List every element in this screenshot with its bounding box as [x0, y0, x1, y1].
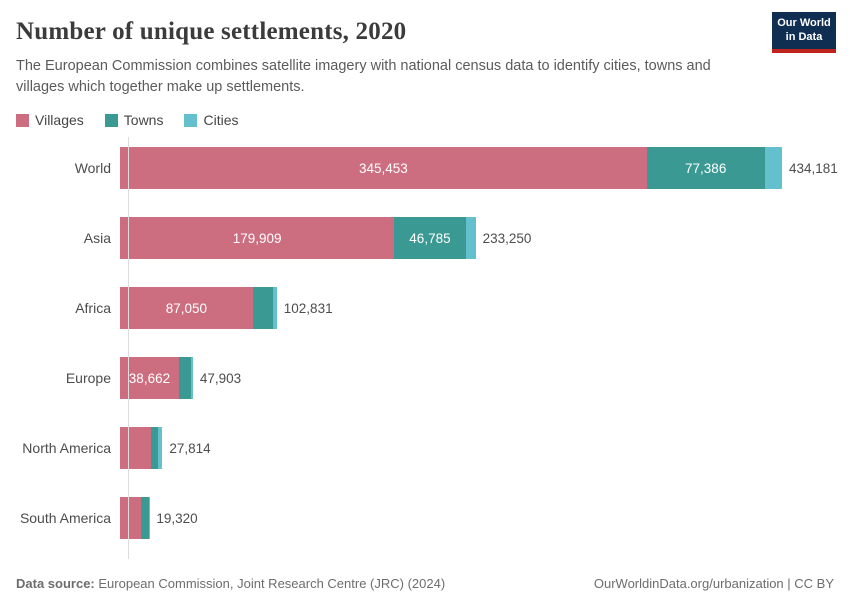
owid-logo-line2: in Data [785, 30, 823, 43]
bar-segment-towns[interactable] [252, 287, 273, 330]
owid-logo-line1: Our World [777, 17, 831, 29]
legend-label: Towns [123, 112, 164, 129]
stacked-bar: 87,050 102,831 [120, 287, 333, 330]
segment-value-label: 46,785 [409, 230, 451, 246]
bar-segment-villages[interactable]: 38,662 [120, 357, 179, 400]
legend-label: Cities [203, 112, 239, 129]
stacked-bar: 27,814 [120, 427, 211, 470]
segment-value-label: 87,050 [165, 300, 207, 316]
chart-row-world: World 345,453 77,386 434,181 [16, 147, 838, 190]
bar-segment-villages[interactable]: 345,453 [120, 147, 647, 190]
legend-item-towns[interactable]: Towns [104, 112, 164, 129]
chart-subtitle: The European Commission combines satelli… [16, 58, 711, 95]
bar-segment-cities[interactable] [190, 357, 193, 400]
row-label: North America [22, 440, 111, 457]
stacked-bar: 345,453 77,386 434,181 [120, 147, 838, 190]
legend-item-cities[interactable]: Cities [184, 112, 238, 128]
stacked-bar: 179,909 46,785 233,250 [120, 217, 532, 260]
data-source-label: Data source: [16, 576, 95, 592]
bar-chart: World 345,453 77,386 434,181 Asia 179,909 46,7… [16, 137, 838, 560]
bar-segment-villages[interactable]: 179,909 [120, 217, 395, 260]
total-value-label: 47,903 [199, 370, 242, 386]
bar-segment-cities[interactable] [272, 287, 277, 330]
segment-value-label: 38,662 [128, 370, 171, 386]
legend-swatch-villages [16, 113, 29, 127]
legend-swatch-towns [104, 113, 118, 127]
chart-row-europe: Europe 38,662 47,903 [16, 357, 834, 400]
bar-segment-cities[interactable] [148, 497, 150, 540]
bar-segment-cities[interactable] [764, 147, 782, 190]
credit-link[interactable]: OurWorldinData.org/urbanization | CC BY [593, 576, 834, 592]
y-axis-line [128, 137, 129, 560]
chart-legend: Villages Towns Cities [16, 112, 834, 128]
total-value-label: 19,320 [156, 510, 198, 526]
total-value-label: 233,250 [482, 230, 532, 246]
chart-row-north-america: North America 27,814 [16, 427, 834, 470]
bar-segment-villages[interactable]: 87,050 [120, 287, 253, 330]
legend-item-villages[interactable]: Villages [16, 112, 84, 128]
chart-row-asia: Asia 179,909 46,785 233,250 [16, 217, 834, 260]
chart-row-africa: Africa 87,050 102,831 [16, 287, 834, 330]
segment-value-label: 345,453 [358, 160, 408, 176]
row-label: South America [19, 510, 111, 527]
bar-segment-villages[interactable] [120, 497, 141, 540]
chart-footer: Data source: European Commission, Joint … [16, 576, 834, 591]
bar-segment-villages[interactable] [120, 427, 151, 470]
bar-segment-towns[interactable] [150, 427, 159, 470]
total-value-label: 434,181 [788, 160, 838, 176]
data-source-text: European Commission, Joint Research Cent… [98, 576, 446, 592]
bar-segment-towns[interactable]: 46,785 [394, 217, 466, 260]
owid-logo[interactable]: Our World in Data [772, 12, 836, 53]
stacked-bar: 38,662 47,903 [120, 357, 242, 400]
bar-segment-towns[interactable] [178, 357, 191, 400]
data-source-note: Data source: European Commission, Joint … [16, 576, 445, 591]
page-title: Number of unique settlements, 2020 [16, 18, 407, 45]
bar-segment-towns[interactable]: 77,386 [646, 147, 765, 190]
bar-segment-cities[interactable] [465, 217, 476, 260]
segment-value-label: 77,386 [685, 160, 727, 176]
total-value-label: 102,831 [283, 300, 333, 316]
row-label: Europe [65, 370, 111, 387]
bar-segment-towns[interactable] [141, 497, 149, 540]
bar-segment-cities[interactable] [158, 427, 163, 470]
chart-row-south-america: South America 19,320 [16, 497, 834, 540]
legend-swatch-cities [184, 113, 198, 127]
legend-label: Villages [35, 112, 84, 129]
stacked-bar: 19,320 [120, 497, 198, 540]
segment-value-label: 179,909 [232, 230, 282, 246]
row-label: Africa [75, 300, 111, 317]
row-label: Asia [83, 230, 111, 247]
total-value-label: 27,814 [169, 440, 211, 456]
row-label: World [74, 160, 111, 177]
